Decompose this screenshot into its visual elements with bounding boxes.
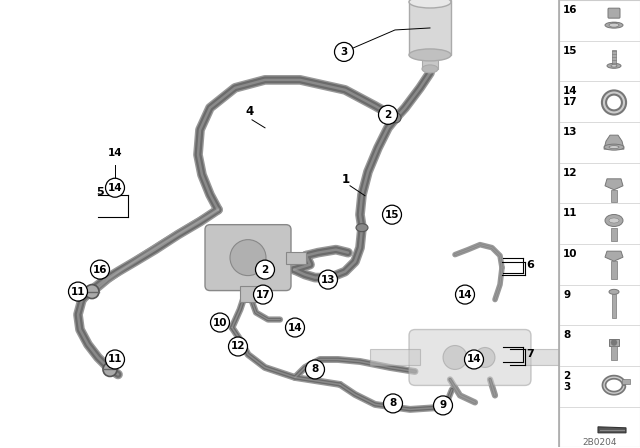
Text: 17: 17	[563, 97, 578, 108]
Circle shape	[391, 113, 401, 123]
Text: 2: 2	[261, 265, 269, 275]
Circle shape	[285, 318, 305, 337]
Bar	[286, 252, 306, 263]
Ellipse shape	[607, 63, 621, 68]
Circle shape	[611, 340, 617, 345]
Bar	[611, 346, 617, 361]
Circle shape	[443, 345, 467, 370]
Bar	[422, 51, 438, 69]
Text: 2B0204: 2B0204	[582, 438, 617, 447]
Circle shape	[255, 260, 275, 279]
Circle shape	[383, 205, 401, 224]
Ellipse shape	[611, 65, 617, 67]
Text: 7: 7	[526, 349, 534, 359]
Polygon shape	[604, 135, 624, 149]
Ellipse shape	[356, 224, 368, 232]
Text: 16: 16	[93, 265, 108, 275]
Polygon shape	[605, 179, 623, 190]
Circle shape	[378, 105, 397, 124]
Ellipse shape	[605, 22, 623, 28]
Text: 16: 16	[563, 5, 577, 15]
Text: 10: 10	[563, 249, 577, 259]
FancyBboxPatch shape	[608, 8, 620, 18]
Ellipse shape	[409, 0, 451, 8]
Text: 11: 11	[108, 354, 122, 365]
Text: 14: 14	[288, 323, 302, 332]
Text: 6: 6	[526, 259, 534, 270]
Polygon shape	[605, 251, 623, 261]
Bar	[612, 294, 616, 318]
Ellipse shape	[609, 218, 619, 223]
Text: 14: 14	[458, 289, 472, 300]
Ellipse shape	[605, 215, 623, 227]
Text: 12: 12	[231, 341, 245, 352]
Text: 2: 2	[563, 371, 570, 381]
Text: 11: 11	[563, 208, 577, 218]
Bar	[609, 339, 619, 346]
Circle shape	[475, 348, 495, 367]
Circle shape	[319, 270, 337, 289]
Bar	[525, 349, 575, 366]
Text: 4: 4	[245, 105, 253, 118]
Circle shape	[253, 285, 273, 304]
Ellipse shape	[422, 65, 438, 73]
Circle shape	[335, 43, 353, 61]
Bar	[622, 379, 630, 384]
FancyBboxPatch shape	[409, 330, 531, 385]
Circle shape	[433, 396, 452, 415]
Text: 15: 15	[563, 46, 577, 56]
Text: 3: 3	[340, 47, 348, 57]
Text: 13: 13	[321, 275, 335, 284]
Text: 2: 2	[385, 110, 392, 120]
Text: 8: 8	[389, 398, 397, 409]
Text: 1: 1	[342, 173, 350, 186]
Circle shape	[106, 350, 125, 369]
Circle shape	[90, 260, 109, 279]
Circle shape	[68, 282, 88, 301]
Circle shape	[383, 394, 403, 413]
Text: 9: 9	[440, 401, 447, 410]
Text: 8: 8	[563, 330, 570, 340]
Circle shape	[228, 337, 248, 356]
Ellipse shape	[609, 23, 619, 27]
Circle shape	[465, 350, 483, 369]
Text: 17: 17	[256, 289, 270, 300]
Text: 5: 5	[96, 187, 104, 197]
Circle shape	[230, 240, 266, 276]
Bar	[559, 0, 640, 448]
Bar	[611, 190, 617, 202]
Circle shape	[85, 284, 99, 298]
Text: 15: 15	[385, 210, 399, 220]
Ellipse shape	[604, 144, 624, 150]
Ellipse shape	[609, 289, 619, 294]
Text: 13: 13	[563, 127, 577, 137]
Circle shape	[103, 362, 117, 376]
Bar	[409, 0, 451, 55]
Bar	[240, 285, 256, 302]
Bar	[370, 349, 420, 366]
Text: 9: 9	[563, 290, 570, 300]
Text: 14: 14	[563, 86, 578, 96]
Text: 8: 8	[312, 365, 319, 375]
Text: 14: 14	[108, 183, 122, 193]
FancyBboxPatch shape	[205, 225, 291, 291]
Text: 11: 11	[71, 287, 85, 297]
Polygon shape	[598, 427, 626, 433]
Circle shape	[305, 360, 324, 379]
Circle shape	[211, 313, 230, 332]
Text: 3: 3	[563, 382, 570, 392]
Text: 14: 14	[108, 148, 122, 158]
Text: 14: 14	[467, 354, 481, 365]
Bar	[611, 228, 617, 241]
Ellipse shape	[609, 146, 619, 149]
Bar	[612, 22, 616, 26]
Text: 10: 10	[212, 318, 227, 327]
Circle shape	[456, 285, 474, 304]
Text: 12: 12	[563, 168, 577, 178]
Bar	[611, 261, 617, 279]
Circle shape	[106, 178, 125, 197]
Bar	[612, 50, 616, 66]
Ellipse shape	[409, 49, 451, 61]
